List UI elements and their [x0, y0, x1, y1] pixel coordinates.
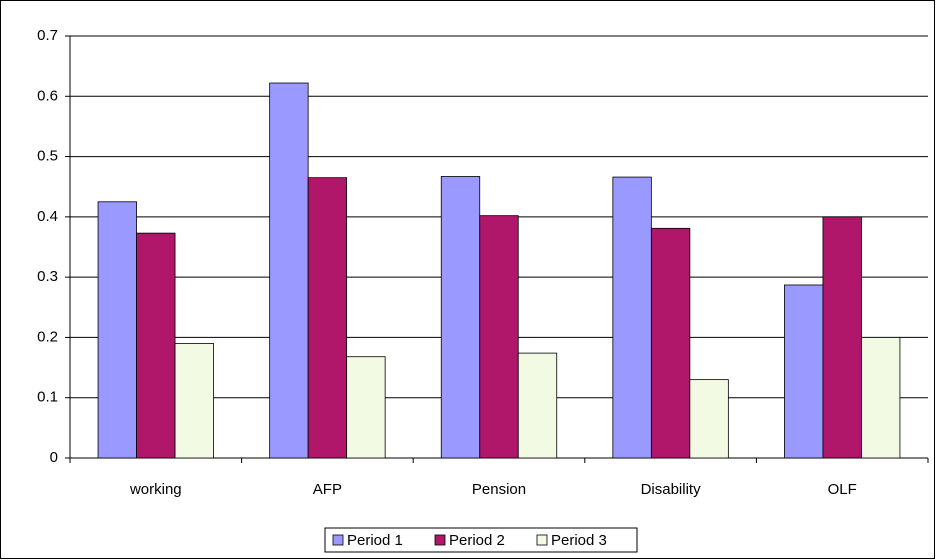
y-tick-label: 0.1	[37, 389, 58, 406]
legend-box	[324, 527, 638, 553]
bar	[136, 232, 176, 459]
x-tick-label: Disability	[641, 481, 702, 498]
bar	[269, 82, 309, 459]
bar	[612, 176, 652, 459]
legend-label: Period 1	[347, 532, 403, 549]
bar	[97, 201, 137, 459]
legend-label: Period 2	[449, 532, 505, 549]
bar	[822, 216, 862, 459]
bar	[517, 352, 558, 459]
bar	[479, 215, 519, 459]
bar	[174, 343, 214, 459]
y-tick-label: 0.7	[37, 27, 58, 44]
bar	[650, 227, 691, 459]
x-tick-label: Pension	[472, 481, 526, 498]
bar	[861, 337, 901, 459]
legend-label: Period 3	[551, 532, 607, 549]
legend-swatch	[434, 534, 446, 546]
y-tick-label: 0.4	[37, 208, 58, 225]
x-tick-label: OLF	[828, 481, 857, 498]
legend-swatch	[332, 534, 344, 546]
x-tick-label: AFP	[313, 481, 342, 498]
bar	[346, 356, 386, 459]
y-tick-label: 0.5	[37, 148, 58, 165]
legend-swatch	[536, 534, 548, 546]
y-tick-label: 0.3	[37, 268, 58, 285]
y-tick-label: 0.6	[37, 87, 58, 104]
bar	[784, 284, 824, 459]
y-tick-label: 0.2	[37, 328, 58, 345]
y-tick-label: 0	[50, 449, 58, 466]
bar	[307, 177, 348, 459]
bar	[689, 379, 729, 459]
x-tick-label: working	[129, 481, 182, 498]
bar	[440, 176, 481, 459]
